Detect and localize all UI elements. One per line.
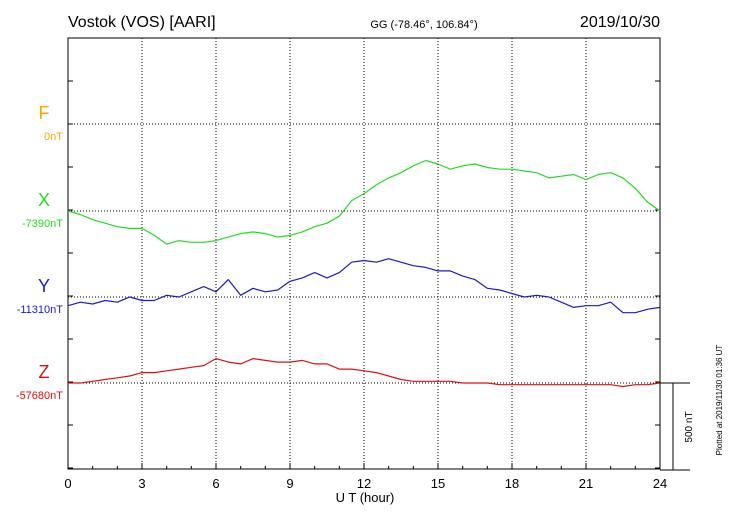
geographic-coordinates: GG (-78.46°, 106.84°): [370, 19, 477, 31]
series-baseline-x: -7390nT: [22, 218, 63, 230]
series-line-x: [67, 159, 661, 245]
series-name-x: X: [38, 190, 50, 210]
x-tick-label: 18: [505, 476, 519, 491]
scale-bar: 500 nT: [660, 382, 695, 471]
scale-bar-label: 500 nT: [684, 411, 695, 442]
series-name-z: Z: [39, 362, 50, 382]
series-baseline-f: 0nT: [44, 131, 63, 143]
x-axis-ticks: 0 3 6 9 12 15 18 21 24: [64, 463, 667, 491]
gridlines: [68, 38, 660, 469]
series-baseline-y: -11310nT: [17, 304, 64, 316]
x-axis-label: U T (hour): [336, 490, 395, 505]
series-baseline-z: -57680nT: [16, 390, 63, 402]
x-tick-label: 24: [653, 476, 667, 491]
x-tick-label: 9: [286, 476, 293, 491]
x-tick-label: 15: [431, 476, 445, 491]
x-tick-label: 0: [64, 476, 71, 491]
series-lines: [67, 159, 661, 388]
x-tick-label: 12: [357, 476, 371, 491]
series-name-f: F: [39, 103, 50, 123]
y-axis-ticks: [68, 80, 660, 469]
series-labels: F 0nT X -7390nT Y -11310nT Z -57680nT: [16, 103, 63, 402]
x-tick-label: 3: [138, 476, 145, 491]
chart-date: 2019/10/30: [580, 14, 660, 31]
x-tick-label: 21: [579, 476, 593, 491]
x-tick-label: 6: [212, 476, 219, 491]
station-title: Vostok (VOS) [AARI]: [68, 14, 216, 31]
plotted-at-note: Plotted at 2019/11/30 01:36 UT: [715, 345, 724, 456]
series-line-z: [68, 358, 661, 388]
series-line-y: [67, 258, 661, 314]
series-name-y: Y: [38, 276, 50, 296]
